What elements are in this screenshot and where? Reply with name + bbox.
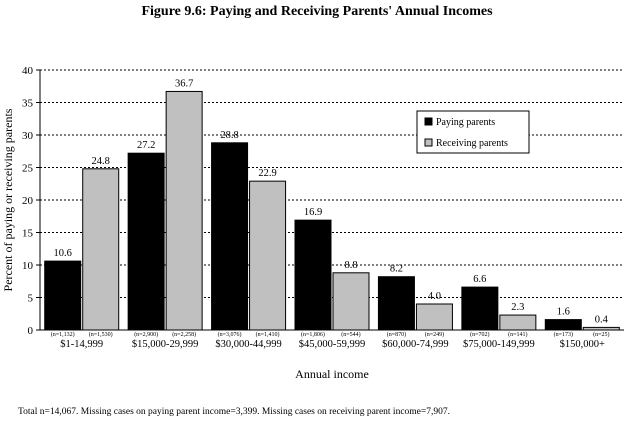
bar-value-label: 1.6	[557, 307, 570, 318]
x-axis-categories: $1-14,999 $15,000-29,999 $30,000-44,999 $45…	[60, 339, 605, 350]
x-category-label: $45,000-59,999	[299, 339, 366, 350]
bar-value-label: 2.3	[511, 302, 524, 313]
bar-receiving	[415, 303, 453, 331]
x-category-label: $75,000-149,999	[463, 339, 535, 350]
bar-value-label: 0.4	[595, 314, 609, 325]
x-category-label: $150,000+	[560, 339, 605, 350]
sample-size-label: (n=870)	[387, 331, 406, 338]
y-axis-ticks: 0 5 10 15 20 25 30 35 40	[22, 65, 40, 337]
bar-value-label: 27.2	[137, 140, 155, 151]
sample-size-label: (n=173)	[554, 331, 573, 338]
sample-size-label: (n=249)	[425, 331, 444, 338]
bar-paying	[44, 260, 82, 331]
sample-size-label: (n=2,258)	[172, 331, 196, 338]
sample-size-label: (n=1,410)	[256, 331, 280, 338]
bar-value-label: 8.8	[344, 260, 357, 271]
y-tick-label: 5	[28, 293, 34, 305]
gridlines	[40, 69, 624, 298]
bar-value-label: 6.6	[473, 274, 486, 285]
legend-label-paying: Paying parents	[436, 117, 495, 128]
y-tick-label: 25	[22, 163, 34, 175]
footnote: Total n=14,067. Missing cases on paying …	[18, 407, 450, 417]
bar-paying	[377, 276, 415, 331]
y-tick-label: 40	[22, 65, 34, 77]
legend-label-receiving: Receiving parents	[436, 138, 508, 149]
bar-paying	[211, 142, 249, 331]
sample-size-label: (n=1,806)	[301, 331, 325, 338]
y-axis-title: Percent of paying or receiving parents	[1, 108, 15, 291]
chart-title: Figure 9.6: Paying and Receiving Parents…	[141, 4, 493, 19]
sample-size-label: (n=3,076)	[218, 331, 242, 338]
sample-size-labels: (n=1,132) (n=1,530) (n=2,900) (n=2,258) (n=3…	[51, 331, 610, 338]
bar-paying	[461, 286, 499, 331]
x-category-label: $1-14,999	[60, 339, 103, 350]
bar-value-labels: 10.6 24.8 27.2 36.7 28.8 22.9 16.9 8.8 8.2 4.0 6.6…	[54, 78, 609, 325]
sample-size-label: (n=25)	[593, 331, 609, 338]
sample-size-label: (n=544)	[341, 331, 360, 338]
y-tick-label: 20	[22, 195, 34, 207]
bar-paying	[127, 152, 165, 331]
y-tick-label: 0	[28, 325, 34, 337]
y-tick-label: 35	[22, 98, 34, 110]
bar-receiving	[332, 272, 370, 331]
x-category-label: $60,000-74,999	[382, 339, 449, 350]
x-category-label: $15,000-29,999	[132, 339, 199, 350]
bar-value-label: 22.9	[258, 168, 276, 179]
bar-receiving	[165, 90, 203, 331]
sample-size-label: (n=1,132)	[51, 331, 75, 338]
sample-size-label: (n=1,530)	[89, 331, 113, 338]
bar-value-label: 28.8	[220, 130, 238, 141]
bar-receiving	[82, 168, 120, 331]
bar-value-label: 8.2	[390, 264, 403, 275]
bars	[44, 90, 620, 331]
x-category-label: $30,000-44,999	[215, 339, 282, 350]
y-tick-label: 15	[22, 228, 34, 240]
legend: Paying parents Receiving parents	[416, 110, 530, 154]
legend-swatch-receiving	[424, 138, 433, 147]
bar-paying	[294, 219, 332, 331]
legend-box	[416, 110, 530, 154]
bar-value-label: 36.7	[175, 78, 193, 89]
sample-size-label: (n=2,900)	[134, 331, 158, 338]
bar-value-label: 10.6	[54, 248, 72, 259]
x-axis-title: Annual income	[295, 367, 369, 381]
legend-swatch-paying	[424, 117, 433, 126]
bar-value-label: 16.9	[304, 207, 322, 218]
y-tick-label: 30	[22, 130, 34, 142]
bar-receiving	[249, 180, 287, 331]
sample-size-label: (n=702)	[470, 331, 489, 338]
y-tick-label: 10	[22, 260, 34, 272]
sample-size-label: (n=141)	[508, 331, 527, 338]
bar-value-label: 24.8	[92, 156, 110, 167]
bar-receiving	[499, 314, 537, 331]
bar-value-label: 4.0	[428, 291, 441, 302]
bar-paying	[544, 319, 582, 331]
